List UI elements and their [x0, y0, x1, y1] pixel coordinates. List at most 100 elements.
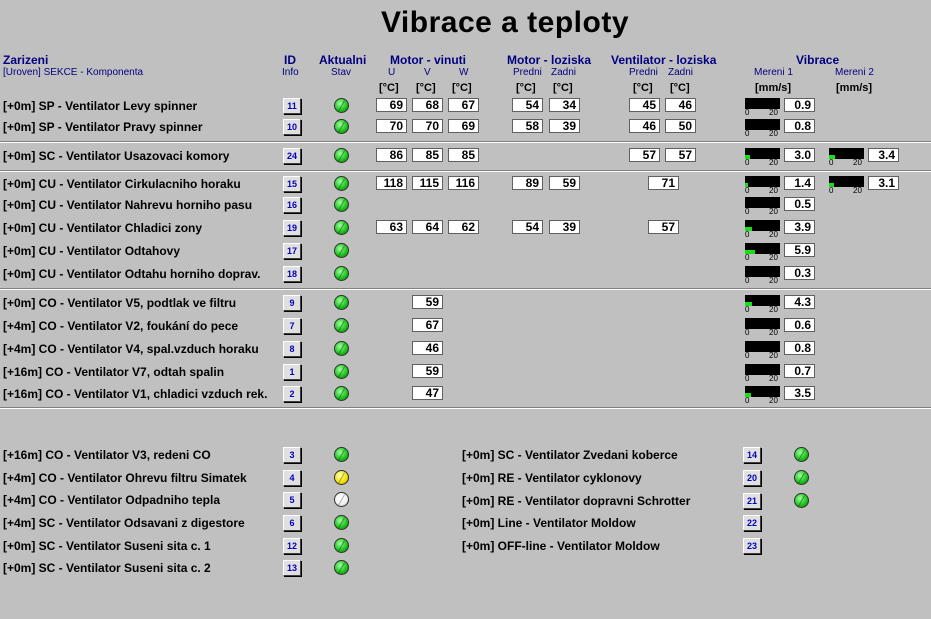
device-info-button[interactable]: 8 — [283, 341, 301, 357]
temperature-value-u: 118 — [376, 176, 407, 190]
header-w: W — [459, 67, 469, 78]
temperature-value-v: 64 — [412, 220, 443, 234]
header-aktualni: Aktualni — [319, 53, 367, 67]
vibration-value-mereni1: 1.4 — [784, 176, 815, 190]
vibration-bar-mereni1 — [745, 148, 780, 159]
header-motor-loziska: Motor - loziska — [507, 53, 592, 67]
header-aktualni-sub: Stav — [331, 67, 352, 78]
temperature-value-vc: 57 — [648, 220, 679, 234]
vibration-value-mereni1: 3.5 — [784, 386, 815, 400]
scale-min-label: 0 — [829, 158, 834, 167]
scale-min-label: 0 — [745, 351, 750, 360]
vibration-bar-mereni1 — [745, 119, 780, 130]
device-info-button[interactable]: 19 — [283, 220, 301, 236]
temperature-value-mz: 34 — [549, 98, 580, 112]
device-info-button[interactable]: 3 — [283, 447, 301, 463]
header-motor-zadni: Zadni — [551, 67, 577, 78]
device-name: [+0m] CU - Ventilator Chladici zony — [3, 221, 203, 235]
scale-max-label: 20 — [769, 108, 778, 117]
temperature-value-mp: 54 — [512, 220, 543, 234]
device-info-button[interactable]: 24 — [283, 148, 301, 164]
status-led-icon — [794, 470, 809, 485]
device-name: [+4m] CO - Ventilator Odpadniho tepla — [3, 493, 221, 507]
device-name: [+4m] CO - Ventilator Ohrevu filtru Sima… — [3, 471, 247, 485]
device-name: [+4m] CO - Ventilator V2, foukání do pec… — [3, 319, 239, 333]
vibration-bar-mereni2 — [829, 176, 864, 187]
vibration-value-mereni1: 0.8 — [784, 341, 815, 355]
status-led-icon — [334, 119, 349, 134]
header-ventilator-loziska: Ventilator - loziska — [611, 53, 717, 67]
device-info-button[interactable]: 15 — [283, 176, 301, 192]
temperature-value-v: 47 — [412, 386, 443, 400]
device-info-button[interactable]: 9 — [283, 295, 301, 311]
vibration-value-mereni1: 0.9 — [784, 98, 815, 112]
temperature-value-vz: 46 — [665, 98, 696, 112]
device-info-button[interactable]: 16 — [283, 197, 301, 213]
vibration-bar-fill — [745, 183, 748, 187]
status-led-icon — [334, 386, 349, 401]
status-led-icon — [334, 148, 349, 163]
scale-min-label: 0 — [745, 328, 750, 337]
device-info-button[interactable]: 5 — [283, 492, 301, 508]
vibration-value-mereni1: 3.9 — [784, 220, 815, 234]
status-led-icon — [334, 243, 349, 258]
vibration-value-mereni1: 0.6 — [784, 318, 815, 332]
header-zarizeni-sub: [Uroven] SEKCE - Komponenta — [3, 67, 144, 78]
scale-max-label: 20 — [769, 207, 778, 216]
device-info-button[interactable]: 14 — [743, 447, 761, 463]
status-led-icon — [794, 447, 809, 462]
device-info-button[interactable]: 18 — [283, 266, 301, 282]
temperature-value-v: 67 — [412, 318, 443, 332]
unit-mereni2: [mm/s] — [836, 82, 873, 94]
device-info-button[interactable]: 12 — [283, 538, 301, 554]
status-led-icon — [334, 197, 349, 212]
header-mereni2: Mereni 2 — [835, 67, 874, 78]
device-info-button[interactable]: 20 — [743, 470, 761, 486]
scale-max-label: 20 — [769, 186, 778, 195]
device-info-button[interactable]: 17 — [283, 243, 301, 259]
scale-min-label: 0 — [745, 374, 750, 383]
scale-min-label: 0 — [745, 253, 750, 262]
vibration-bar-mereni1 — [745, 98, 780, 109]
scale-max-label: 20 — [769, 158, 778, 167]
scale-min-label: 0 — [745, 396, 750, 405]
temperature-value-u: 70 — [376, 119, 407, 133]
device-info-button[interactable]: 7 — [283, 318, 301, 334]
vibration-value-mereni1: 0.8 — [784, 119, 815, 133]
temperature-value-v: 68 — [412, 98, 443, 112]
scale-max-label: 20 — [769, 253, 778, 262]
temperature-value-u: 63 — [376, 220, 407, 234]
temperature-value-vp: 46 — [629, 119, 660, 133]
temperature-value-mz: 39 — [549, 220, 580, 234]
device-name: [+0m] OFF-line - Ventilator Moldow — [462, 539, 660, 553]
vibration-bar-mereni1 — [745, 197, 780, 208]
vibration-bar-mereni1 — [745, 243, 780, 254]
header-motor-predni: Predni — [513, 67, 542, 78]
temperature-value-u: 86 — [376, 148, 407, 162]
temperature-value-u: 69 — [376, 98, 407, 112]
device-name: [+0m] SC - Ventilator Usazovaci komory — [3, 149, 230, 163]
device-info-button[interactable]: 11 — [283, 98, 301, 114]
device-info-button[interactable]: 13 — [283, 560, 301, 576]
device-info-button[interactable]: 6 — [283, 515, 301, 531]
status-led-icon — [334, 176, 349, 191]
header-zarizeni: Zarizeni — [3, 53, 49, 67]
device-info-button[interactable]: 23 — [743, 538, 761, 554]
scale-max-label: 20 — [769, 351, 778, 360]
device-info-button[interactable]: 4 — [283, 470, 301, 486]
temperature-value-mp: 58 — [512, 119, 543, 133]
device-info-button[interactable]: 22 — [743, 515, 761, 531]
vibration-bar-fill — [745, 302, 752, 306]
device-info-button[interactable]: 10 — [283, 119, 301, 135]
scale-max-label: 20 — [853, 158, 862, 167]
device-info-button[interactable]: 21 — [743, 493, 761, 509]
device-name: [+0m] SC - Ventilator Suseni sita c. 1 — [3, 539, 211, 553]
vibration-bar-mereni1 — [745, 364, 780, 375]
page-title: Vibrace a teploty — [380, 6, 630, 39]
status-led-icon — [334, 492, 349, 507]
device-name: [+0m] RE - Ventilator cyklonovy — [462, 471, 642, 485]
temperature-value-w: 69 — [448, 119, 479, 133]
device-info-button[interactable]: 1 — [283, 364, 301, 380]
device-info-button[interactable]: 2 — [283, 386, 301, 402]
temperature-value-vz: 57 — [665, 148, 696, 162]
